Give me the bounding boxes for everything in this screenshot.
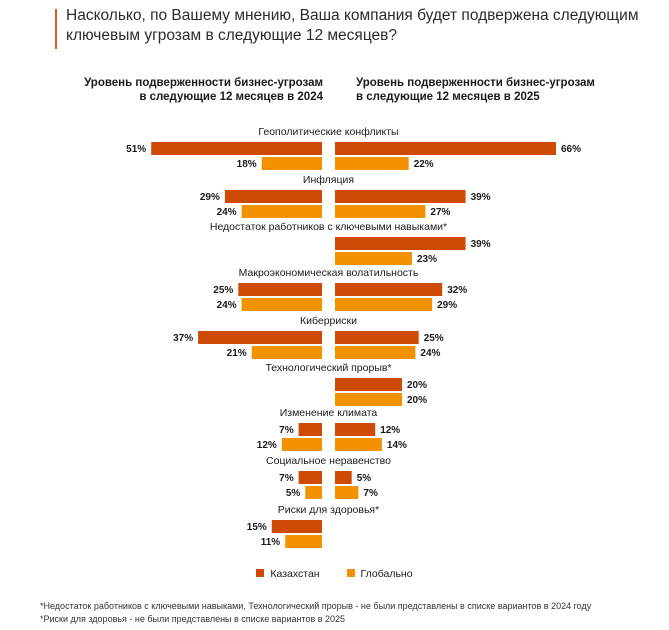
bar-2025-global-cat-5 [335, 393, 402, 406]
bar-2025-global-cat-7-label: 7% [363, 488, 378, 499]
bar-2024-kazakhstan-cat-7-label: 7% [279, 473, 294, 484]
category-label-8: Риски для здоровья* [278, 504, 379, 516]
bar-2025-kazakhstan-cat-0 [335, 142, 556, 155]
footnote-1: *Недостаток работников с ключевыми навык… [40, 601, 592, 611]
category-label-0: Геополитические конфликты [258, 126, 398, 138]
bar-2024-global-cat-7-label: 5% [286, 488, 301, 499]
legend-item-kazakhstan: Казахстан [256, 568, 320, 580]
bar-2025-kazakhstan-cat-4 [335, 331, 419, 344]
category-label-4: Киберриски [300, 315, 357, 327]
category-label-6: Изменение климата [280, 407, 378, 419]
bar-2025-global-cat-3-label: 29% [437, 300, 457, 311]
bar-2024-kazakhstan-cat-0 [151, 142, 322, 155]
bar-2024-kazakhstan-cat-3 [238, 283, 322, 296]
category-label-5: Технологический прорыв* [265, 362, 391, 374]
bar-2025-global-cat-3 [335, 298, 433, 311]
bar-2024-global-cat-8-label: 11% [261, 537, 281, 548]
bar-2024-global-cat-4-label: 21% [227, 348, 247, 359]
bar-2024-kazakhstan-cat-7 [298, 471, 322, 484]
bar-2025-global-cat-1 [335, 205, 426, 218]
right-column-header-line2: в следующие 12 месяцев в 2025 [356, 91, 540, 103]
legend-label-global: Глобально [360, 568, 413, 580]
bar-2024-global-cat-3 [241, 298, 322, 311]
bar-2024-kazakhstan-cat-6 [298, 423, 322, 436]
category-label-1: Инфляция [303, 174, 354, 186]
right-column-header: Уровень подверженности бизнес-угрозам в … [356, 76, 616, 104]
bar-2025-global-cat-1-label: 27% [430, 207, 450, 218]
bar-2024-kazakhstan-cat-6-label: 7% [279, 425, 294, 436]
legend: Казахстан Глобально [0, 568, 669, 580]
bar-2025-global-cat-6 [335, 438, 382, 451]
bar-2024-global-cat-0 [261, 157, 322, 170]
bar-2025-global-cat-7 [335, 486, 359, 499]
bar-2025-global-cat-4 [335, 346, 416, 359]
bar-2024-kazakhstan-cat-1-label: 29% [200, 192, 220, 203]
bar-2024-kazakhstan-cat-4-label: 37% [173, 333, 193, 344]
bar-2025-kazakhstan-cat-3 [335, 283, 443, 296]
bar-2025-global-cat-2-label: 23% [417, 254, 437, 265]
left-column-header-line1: Уровень подверженности бизнес-угрозам [84, 77, 323, 89]
bar-2025-global-cat-6-label: 14% [387, 440, 407, 451]
category-label-2: Недостаток работников с ключевыми навыка… [210, 221, 447, 233]
bar-2024-global-cat-6-label: 12% [257, 440, 277, 451]
left-column-header-line2: в следующие 12 месяцев в 2024 [139, 91, 323, 103]
bar-2024-global-cat-1 [241, 205, 322, 218]
bar-2024-global-cat-0-label: 18% [237, 159, 257, 170]
legend-swatch-global [346, 569, 355, 577]
footnote-2: *Риски для здоровья - не были представле… [40, 614, 346, 624]
legend-item-global: Глобально [346, 568, 413, 580]
bar-2024-kazakhstan-cat-8 [271, 520, 322, 533]
title-accent-bar [55, 9, 57, 49]
bar-2025-kazakhstan-cat-2 [335, 237, 466, 250]
bar-2025-kazakhstan-cat-6-label: 12% [380, 425, 400, 436]
legend-swatch-kazakhstan [256, 569, 265, 577]
bar-2025-kazakhstan-cat-3-label: 32% [447, 285, 467, 296]
bar-2025-kazakhstan-cat-6 [335, 423, 376, 436]
chart-title: Насколько, по Вашему мнению, Ваша компан… [66, 7, 639, 44]
legend-label-kazakhstan: Казахстан [270, 568, 320, 580]
bar-2024-kazakhstan-cat-3-label: 25% [213, 285, 233, 296]
bar-2025-kazakhstan-cat-1-label: 39% [471, 192, 491, 203]
bar-2025-kazakhstan-cat-0-label: 66% [561, 144, 581, 155]
bar-2024-global-cat-4 [251, 346, 322, 359]
bar-2024-global-cat-3-label: 24% [217, 300, 237, 311]
category-label-3: Макроэкономическая волатильность [239, 267, 419, 279]
butterfly-bar-chart: Геополитические конфликты 51% 18% 66% 22% Инф… [126, 126, 581, 548]
bar-2025-global-cat-0 [335, 157, 409, 170]
category-label-7: Социальное неравенство [266, 455, 391, 467]
bar-2025-global-cat-4-label: 24% [420, 348, 440, 359]
bar-2025-kazakhstan-cat-7 [335, 471, 352, 484]
bar-2024-global-cat-7 [305, 486, 322, 499]
bar-2025-global-cat-0-label: 22% [414, 159, 434, 170]
bar-2024-kazakhstan-cat-8-label: 15% [247, 522, 267, 533]
bar-2025-global-cat-5-label: 20% [407, 395, 427, 406]
bar-2024-global-cat-6 [281, 438, 322, 451]
bar-2025-kazakhstan-cat-5 [335, 378, 402, 391]
bar-2024-global-cat-8 [285, 535, 322, 548]
right-column-header-line1: Уровень подверженности бизнес-угрозам [356, 77, 595, 89]
bar-2024-kazakhstan-cat-4 [198, 331, 322, 344]
bar-2025-kazakhstan-cat-4-label: 25% [424, 333, 444, 344]
bar-2025-global-cat-2 [335, 252, 412, 265]
bar-2025-kazakhstan-cat-1 [335, 190, 466, 203]
bar-2025-kazakhstan-cat-5-label: 20% [407, 380, 427, 391]
bar-2025-kazakhstan-cat-7-label: 5% [357, 473, 372, 484]
bar-2024-kazakhstan-cat-0-label: 51% [126, 144, 146, 155]
bar-2025-kazakhstan-cat-2-label: 39% [471, 239, 491, 250]
left-column-header: Уровень подверженности бизнес-угрозам в … [70, 76, 323, 104]
bar-2024-kazakhstan-cat-1 [224, 190, 322, 203]
bar-2024-global-cat-1-label: 24% [217, 207, 237, 218]
